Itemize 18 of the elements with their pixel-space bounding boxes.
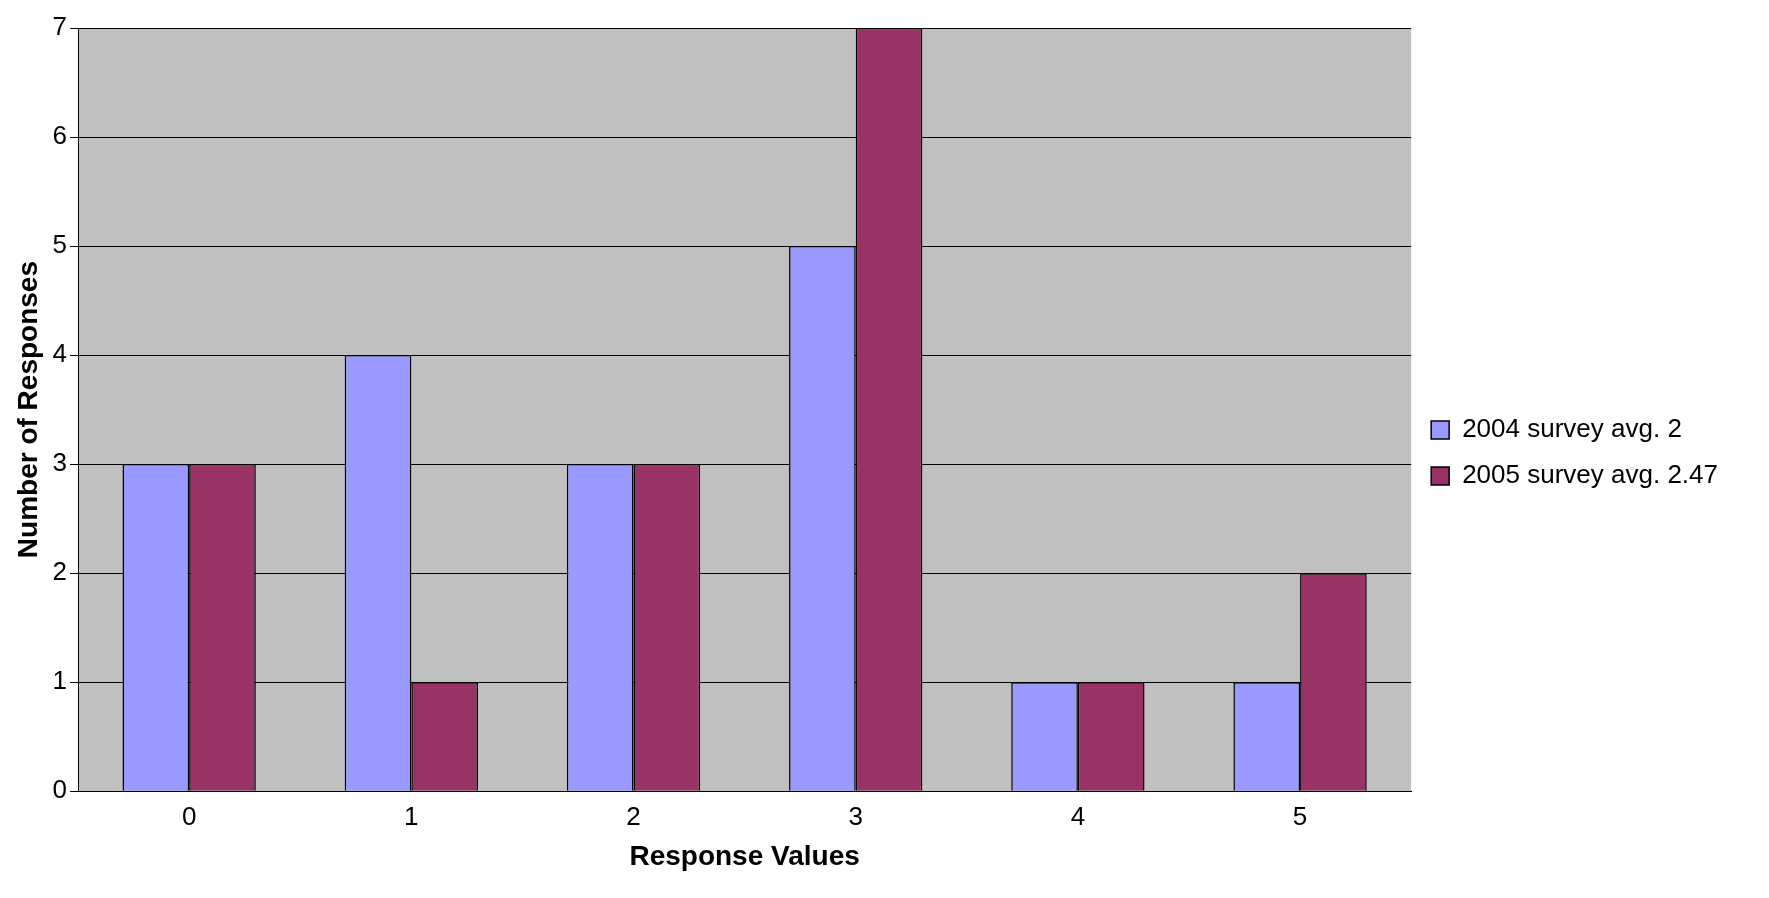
x-tick-label: 5: [1292, 800, 1308, 831]
x-tick-label: 1: [404, 800, 419, 831]
x-tick-label: 4: [1070, 800, 1086, 831]
y-tick-label: 5: [52, 229, 68, 260]
y-tick-label: 6: [52, 120, 68, 151]
y-tick-label: 7: [52, 11, 68, 42]
y-tick-label: 4: [52, 338, 68, 369]
x-tick-label: 2: [626, 800, 641, 831]
y-tick-label: 2: [52, 556, 68, 587]
legend-label: 2004 survey avg. 2: [1462, 413, 1682, 444]
legend-label: 2005 survey avg. 2.47: [1462, 459, 1719, 490]
y-tick-label: 1: [52, 665, 68, 696]
y-tick-label: 0: [52, 774, 68, 805]
y-axis-title: Number of Responses: [11, 261, 43, 559]
x-axis-title: Response Values: [629, 839, 860, 871]
x-tick-label: 3: [848, 800, 863, 831]
x-tick-label: 0: [181, 800, 197, 831]
y-tick-label: 3: [52, 447, 68, 478]
